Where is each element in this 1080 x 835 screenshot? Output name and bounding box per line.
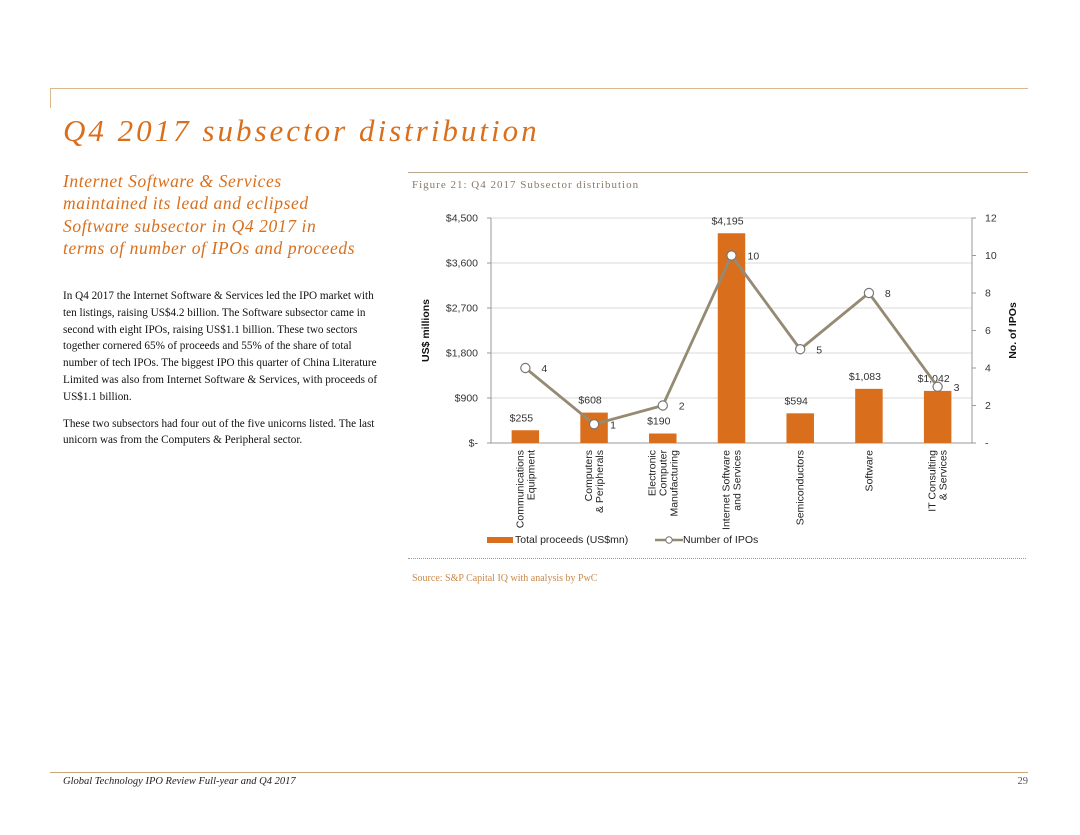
y2-tick-label: 4	[985, 363, 991, 375]
y2-tick-label: 2	[985, 400, 991, 412]
y2-tick-label: 6	[985, 325, 991, 337]
bar-proceeds	[923, 390, 952, 443]
line-value-label: 4	[541, 363, 547, 375]
x-category-label: ElectronicComputerManufacturing	[646, 450, 680, 517]
bar-value-label: $255	[510, 412, 534, 424]
x-category-label-line: Internet Software	[721, 450, 733, 530]
body-text: In Q4 2017 the Internet Software & Servi…	[63, 288, 383, 459]
y-tick-label: $4,500	[446, 213, 478, 225]
x-category-label: Software	[863, 450, 875, 492]
figure-source: Source: S&P Capital IQ with analysis by …	[412, 573, 598, 584]
x-category-label-line: Manufacturing	[668, 450, 680, 517]
y2-tick-label: 12	[985, 213, 997, 225]
page-title: Q4 2017 subsector distribution	[63, 113, 540, 148]
x-category-label-line: Computer	[657, 450, 669, 497]
y-tick-label: $-	[469, 438, 479, 450]
legend-label: Number of IPOs	[683, 534, 758, 546]
top-rule	[50, 88, 1028, 89]
line-point	[520, 362, 531, 374]
line-point	[588, 419, 600, 430]
y-tick-label: $900	[455, 393, 479, 405]
bar-proceeds	[649, 433, 677, 443]
legend-line-marker	[665, 536, 673, 544]
y2-tick-label: 8	[985, 288, 991, 300]
line-point	[657, 400, 668, 411]
y2-tick-label: 10	[985, 250, 997, 262]
x-category-label: CommunicationsEquipment	[514, 450, 537, 528]
figure-bottom-rule	[408, 558, 1026, 559]
bar-value-label: $1,083	[849, 371, 881, 383]
footer-document-title: Global Technology IPO Review Full-year a…	[63, 776, 296, 787]
x-category-label-line: IT Consulting	[927, 450, 939, 512]
x-category-label-line: Computers	[583, 450, 595, 501]
line-value-label: 2	[679, 401, 685, 413]
bar-value-label: $594	[785, 395, 809, 407]
x-category-label-line: Electronic	[646, 450, 658, 496]
bar-value-label: $608	[578, 395, 602, 407]
x-category-label: Computers& Peripherals	[583, 450, 606, 513]
x-category-label: IT Consulting& Services	[927, 450, 950, 512]
line-value-label: 3	[954, 382, 960, 394]
y-tick-label: $3,600	[446, 258, 478, 270]
x-category-label: Semiconductors	[795, 450, 807, 525]
x-category-label-line: & Peripherals	[594, 450, 606, 513]
bar-proceeds	[786, 413, 814, 443]
y2-axis-title: No. of IPOs	[1007, 302, 1019, 359]
line-value-label: 5	[816, 344, 822, 356]
bar-value-label: $4,195	[711, 215, 743, 227]
y-axis-title: US$ millions	[420, 299, 432, 362]
bar-value-label: $190	[647, 416, 671, 428]
bar-proceeds	[855, 388, 883, 443]
figure-top-rule	[408, 172, 1028, 173]
y-tick-label: $2,700	[446, 303, 478, 315]
x-category-label-line: Communications	[514, 450, 526, 528]
footer-rule	[50, 772, 1028, 773]
x-category-label-line: Software	[863, 450, 875, 492]
line-value-label: 1	[610, 419, 616, 431]
subsector-chart: $-$900$1,800$2,700$3,600$4,500-24681012U…	[420, 213, 1019, 547]
legend-label: Total proceeds (US$mn)	[515, 534, 628, 546]
y-tick-label: $1,800	[446, 348, 478, 360]
top-rule-tick	[50, 88, 51, 108]
line-point	[726, 250, 737, 261]
bar-value-label: $1,042	[918, 373, 950, 385]
x-category-label-line: and Services	[732, 450, 744, 511]
line-value-label: 10	[748, 251, 760, 263]
line-point	[863, 287, 875, 299]
bar-proceeds	[717, 233, 746, 443]
x-category-label-line: & Services	[938, 450, 950, 500]
figure-title: Figure 21: Q4 2017 Subsector distributio…	[412, 179, 640, 191]
x-category-label-line: Equipment	[525, 450, 537, 500]
x-category-label: Internet Softwareand Services	[721, 450, 744, 530]
line-point	[795, 344, 806, 355]
body-paragraph: In Q4 2017 the Internet Software & Servi…	[63, 290, 378, 403]
body-paragraph: These two subsectors had four out of the…	[63, 417, 375, 447]
page-subtitle: Internet Software & Services maintained …	[63, 171, 356, 259]
x-category-label-line: Semiconductors	[795, 450, 807, 525]
line-point	[932, 381, 943, 392]
line-value-label: 8	[885, 288, 891, 300]
page-number: 29	[1017, 776, 1029, 787]
y2-tick-label: -	[985, 438, 989, 450]
legend-bar-swatch	[487, 537, 513, 543]
bar-proceeds	[511, 430, 540, 443]
